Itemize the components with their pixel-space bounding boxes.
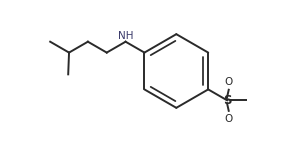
Text: O: O — [225, 114, 233, 124]
Text: O: O — [225, 77, 233, 87]
Text: S: S — [223, 94, 231, 107]
Text: NH: NH — [118, 31, 133, 41]
